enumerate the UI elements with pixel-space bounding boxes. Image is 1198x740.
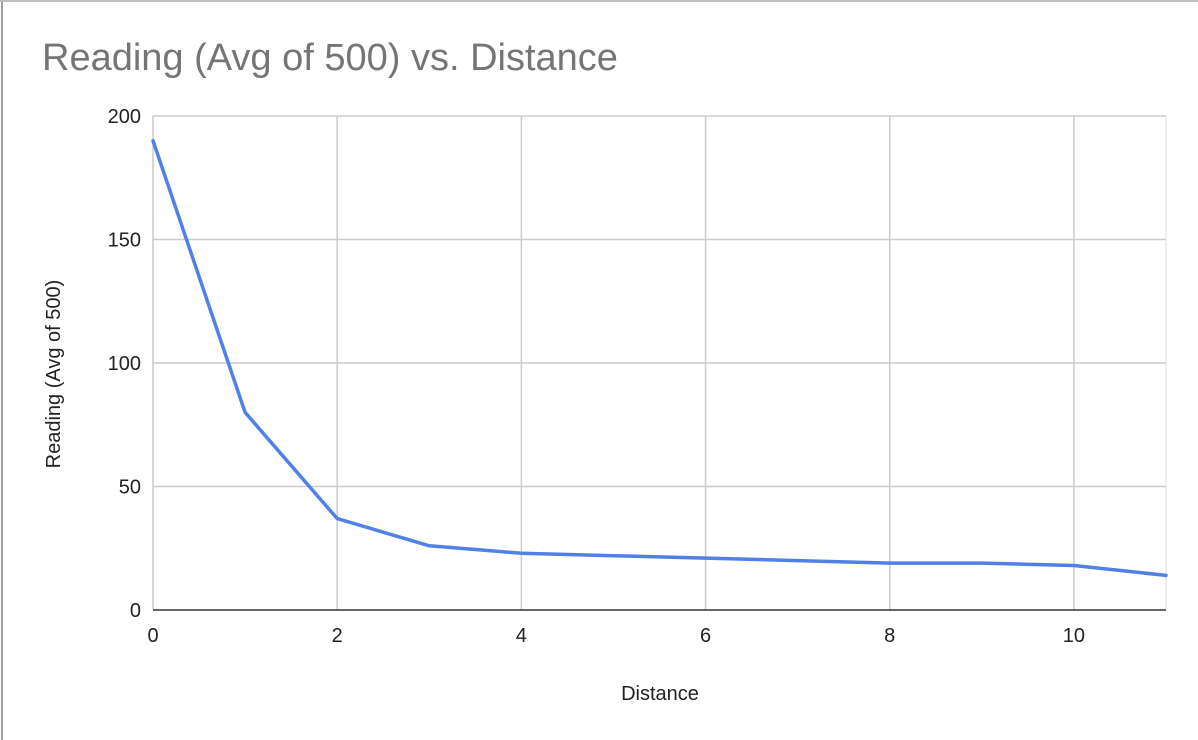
x-axis-title: Distance	[621, 683, 699, 705]
y-tick-label: 200	[108, 106, 141, 128]
x-tick-label: 8	[884, 625, 895, 647]
series-line-reading	[151, 138, 1168, 578]
x-tick-label: 6	[700, 625, 711, 647]
y-tick-label: 50	[119, 477, 141, 499]
y-axis-title: Reading (Avg of 500)	[43, 280, 65, 469]
x-tick-label: 2	[332, 625, 343, 647]
x-tick-label: 4	[516, 625, 527, 647]
x-tick-labels: 0 2 4 6 8 10	[147, 625, 1085, 647]
y-tick-label: 150	[108, 230, 141, 252]
y-tick-labels: 0 50 100 150 200	[108, 106, 141, 622]
y-tick-label: 0	[130, 600, 141, 622]
chart-title: Reading (Avg of 500) vs. Distance	[42, 37, 618, 79]
x-tick-label: 0	[147, 625, 158, 647]
series-points	[151, 139, 1168, 578]
x-tick-label: 10	[1063, 625, 1085, 647]
horizontal-gridlines	[153, 115, 1166, 488]
y-tick-label: 100	[108, 353, 141, 375]
